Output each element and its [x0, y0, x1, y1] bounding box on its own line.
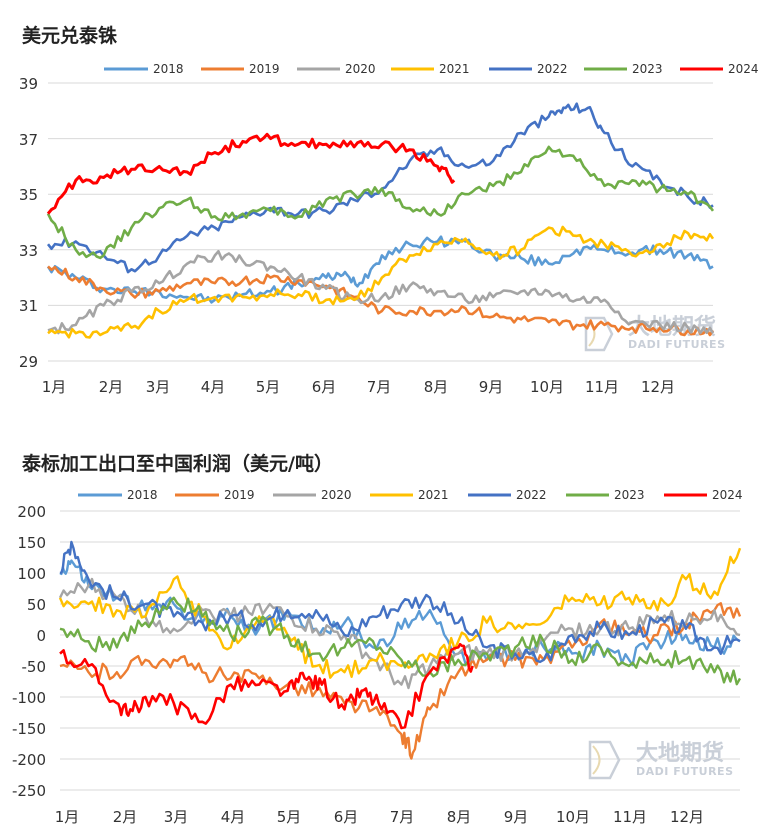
legend-label-2021: 2021 — [418, 488, 449, 502]
series-line-2020 — [58, 577, 741, 690]
chart1-x-tick: 9月 — [479, 378, 504, 396]
chart1-x-tick: 5月 — [256, 378, 281, 396]
legend-label-2023: 2023 — [614, 488, 645, 502]
chart2-y-tick: 150 — [17, 534, 46, 552]
series-line-2024 — [59, 642, 474, 730]
chart2-x-tick: 1月 — [55, 808, 80, 826]
chart1-x-tick: 3月 — [146, 378, 171, 396]
chart1-x-tick: 7月 — [367, 378, 392, 396]
chart1-gridlines — [48, 82, 713, 362]
chart2-x-tick: 5月 — [277, 808, 302, 826]
watermark-logo-icon — [584, 316, 614, 352]
series-line-2023 — [59, 596, 742, 686]
chart1-x-tick: 2月 — [99, 378, 124, 396]
chart1-x-ticks: 1月 2月 3月 4月 5月 6月 7月 8月 9月 10月 11月 12月 — [42, 378, 675, 396]
watermark-text-en: DADI FUTURES — [628, 338, 726, 351]
chart2-title: 泰标加工出口至中国利润（美元/吨） — [21, 452, 333, 475]
series-line-2022 — [46, 102, 714, 274]
chart2-legend: 2018 2019 2020 2021 2022 2023 2024 — [78, 488, 743, 502]
legend-label-2019: 2019 — [224, 488, 255, 502]
chart1-y-tick: 39 — [19, 75, 38, 93]
series-line-2021 — [47, 225, 715, 339]
chart-thai-profit: 泰标加工出口至中国利润（美元/吨） 200 150 100 50 0 -50 -… — [12, 452, 743, 826]
legend-label-2018: 2018 — [127, 488, 158, 502]
chart2-x-tick: 11月 — [613, 808, 647, 826]
chart2-y-tick: -200 — [12, 751, 46, 769]
chart2-y-tick: -250 — [12, 782, 46, 800]
chart1-x-tick: 1月 — [42, 378, 67, 396]
chart2-y-tick: 200 — [17, 503, 46, 521]
chart2-y-tick: 50 — [27, 596, 46, 614]
series-line-2019 — [47, 265, 715, 337]
chart2-y-tick: -150 — [12, 720, 46, 738]
chart1-y-tick: 31 — [19, 297, 38, 315]
chart1-series — [46, 102, 715, 339]
chart1-x-tick: 10月 — [530, 378, 564, 396]
legend-label-2021: 2021 — [439, 62, 470, 76]
chart1-x-tick: 11月 — [585, 378, 619, 396]
legend-label-2018: 2018 — [153, 62, 184, 76]
chart2-y-tick: -50 — [22, 658, 47, 676]
chart2-x-tick: 10月 — [556, 808, 590, 826]
chart2-x-tick: 9月 — [504, 808, 529, 826]
chart2-y-tick: 100 — [17, 565, 46, 583]
watermark-logo-accent-icon — [592, 745, 601, 775]
legend-label-2019: 2019 — [249, 62, 280, 76]
watermark-text-en: DADI FUTURES — [636, 765, 734, 778]
chart2-series — [58, 540, 742, 760]
chart1-title: 美元兑泰铢 — [22, 24, 118, 47]
chart1-y-tick: 33 — [19, 242, 38, 260]
chart2-x-tick: 8月 — [447, 808, 472, 826]
chart-usd-thb: 美元兑泰铢 39 37 35 33 31 29 1月 2月 3月 4月 5月 6… — [19, 24, 759, 396]
chart1-x-tick: 6月 — [312, 378, 337, 396]
chart1-x-tick: 12月 — [641, 378, 675, 396]
chart1-legend: 2018 2019 2020 2021 2022 2023 2024 — [104, 62, 759, 76]
chart2-y-tick: 0 — [36, 627, 46, 645]
chart1-y-ticks: 39 37 35 33 31 29 — [19, 75, 38, 371]
legend-label-2024: 2024 — [712, 488, 743, 502]
chart2-x-ticks: 1月 2月 3月 4月 5月 6月 7月 8月 9月 10月 11月 12月 — [55, 808, 704, 826]
series-line-2018 — [59, 559, 741, 667]
series-line-2021 — [58, 547, 742, 679]
chart1-x-tick: 8月 — [424, 378, 449, 396]
legend-label-2022: 2022 — [537, 62, 568, 76]
chart2-x-tick: 12月 — [670, 808, 704, 826]
chart2-x-tick: 6月 — [334, 808, 359, 826]
series-line-2018 — [46, 235, 714, 304]
series-line-2023 — [46, 145, 715, 260]
legend-label-2022: 2022 — [516, 488, 547, 502]
chart2-y-ticks: 200 150 100 50 0 -50 -100 -150 -200 -250 — [12, 503, 46, 800]
legend-label-2024: 2024 — [728, 62, 759, 76]
series-line-2024 — [46, 132, 456, 215]
chart1-y-tick: 29 — [19, 353, 38, 371]
series-line-2020 — [47, 250, 715, 335]
chart2-y-tick: -100 — [12, 689, 46, 707]
legend-label-2020: 2020 — [345, 62, 376, 76]
watermark-text-cn: 大地期货 — [636, 740, 724, 766]
chart1-y-tick: 35 — [19, 186, 38, 204]
legend-label-2023: 2023 — [632, 62, 663, 76]
chart2-x-tick: 7月 — [390, 808, 415, 826]
watermark-logo-icon — [588, 740, 621, 780]
chart1-y-tick: 37 — [19, 131, 38, 149]
series-line-2022 — [59, 540, 741, 664]
legend-label-2020: 2020 — [321, 488, 352, 502]
chart2-x-tick: 4月 — [221, 808, 246, 826]
chart2-watermark: 大地期货 DADI FUTURES — [588, 740, 734, 780]
chart2-x-tick: 3月 — [164, 808, 189, 826]
chart2-x-tick: 2月 — [113, 808, 138, 826]
chart1-x-tick: 4月 — [201, 378, 226, 396]
